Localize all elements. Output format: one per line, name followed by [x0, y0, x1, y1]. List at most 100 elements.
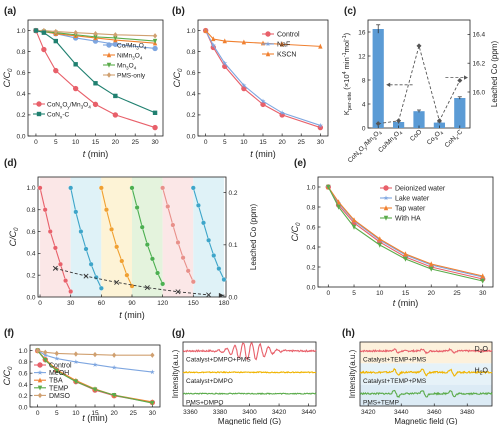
legend-label-part: x [60, 104, 63, 109]
x-axis-label-part: (min) [395, 298, 418, 308]
x-tick-label: 60 [98, 300, 106, 307]
bar [392, 122, 405, 128]
legend-label-part: Lake water [395, 196, 430, 203]
data-point [73, 379, 79, 385]
data-point [221, 277, 227, 282]
x-tick-label: 0 [36, 410, 40, 417]
data-point [119, 258, 125, 264]
legend-label-part: TBA [49, 378, 63, 385]
data-point [41, 46, 47, 53]
x-tick-label: 20 [111, 410, 119, 417]
x-tick-label: 5 [223, 139, 227, 146]
data-point [260, 98, 266, 104]
y-tick-label: 0.4 [186, 91, 195, 98]
esr-trace [182, 371, 317, 374]
data-point [73, 359, 79, 365]
y-tick-label: 0.2 [186, 112, 195, 119]
legend-label-part: 4 [134, 65, 137, 70]
y-tick-label: 1.0 [306, 184, 315, 191]
data-point [139, 224, 145, 230]
legend-label-part: DMSO [49, 393, 71, 400]
category-label-part: O [372, 130, 381, 139]
data-point [210, 42, 216, 48]
y-axis-label: Intensity(a.u.) [171, 349, 180, 398]
y-tick-label: 0.6 [26, 229, 35, 236]
category-label-part: Co [426, 135, 437, 146]
data-point [106, 52, 112, 58]
data-point [93, 34, 98, 40]
legend-label-part: O [139, 43, 144, 50]
data-point [190, 185, 196, 191]
x-tick-label: 150 [188, 300, 199, 307]
data-point [185, 268, 191, 274]
x-tick-label: 3400 [242, 409, 257, 416]
x-axis-label-part: t [83, 149, 86, 159]
trace-band [360, 384, 492, 406]
data-point [160, 185, 166, 191]
series-dmso [35, 347, 155, 358]
bar [413, 111, 425, 128]
data-point [175, 240, 181, 245]
data-point [33, 28, 39, 33]
data-point [63, 278, 69, 284]
legend-label-part: 3 [132, 55, 135, 60]
category-label-part: 4 [398, 130, 404, 136]
data-point [152, 45, 158, 52]
data-point [68, 185, 74, 191]
legend-label-part: 4 [88, 104, 91, 109]
data-point [78, 229, 84, 234]
data-point [160, 281, 166, 287]
data-point [152, 110, 158, 115]
data-point [43, 358, 48, 363]
data-point [180, 255, 186, 261]
series-kscn [203, 27, 323, 49]
x-tick-label: 3480 [460, 409, 475, 416]
trace-label: Catalyst+DMPO+PMS [186, 357, 251, 364]
y-axis-label-part: -1 [342, 52, 348, 57]
legend-label: Mn3O4 [117, 63, 137, 71]
esr-trace [182, 342, 317, 361]
legend-label: PMS-only [117, 73, 146, 80]
x-tick-label: 10 [72, 410, 80, 417]
leached-co-line [55, 267, 209, 296]
data-point [92, 101, 99, 108]
annotation-h2o-part: H [475, 367, 480, 374]
leached-co-point [206, 292, 212, 298]
data-point [222, 38, 227, 44]
data-point [201, 220, 206, 226]
panel-label: (f) [4, 328, 14, 339]
category-label-part: 4 [439, 130, 445, 136]
leached-co-point [114, 279, 120, 285]
category-label-part: 3 [434, 136, 440, 142]
x-tick-label: 5 [54, 139, 58, 146]
legend-label: Deionized water [395, 186, 446, 193]
y-axis-label: C/C0 [2, 366, 14, 386]
x-tick-label: 5 [352, 290, 356, 297]
y-axis-label-part: ) [342, 32, 351, 35]
category-label-part: 4 [378, 130, 384, 136]
y2-tick-label: 16.4 [473, 32, 486, 39]
data-point [106, 72, 112, 78]
x-axis-label: t (min) [119, 310, 145, 320]
data-point [98, 185, 104, 191]
legend-label-part: 3 [136, 45, 139, 50]
data-point [403, 256, 408, 262]
y-tick-label: 1.0 [18, 348, 27, 355]
data-point [114, 244, 120, 250]
trace-label: Catalyst+DMPO [186, 378, 233, 385]
legend-label: Control [49, 363, 72, 370]
cycle-6 [190, 185, 227, 282]
y2-axis-label: Leached Co (ppm) [490, 41, 499, 108]
y-tick-label: 0.2 [306, 264, 315, 271]
esr-trace [182, 392, 317, 395]
data-point [54, 368, 59, 374]
legend-label-part: 3 [126, 65, 129, 70]
legend-label-part: MeOH [49, 370, 69, 377]
data-point [111, 392, 117, 398]
legend-label: DMSO [49, 393, 71, 400]
y-tick-label: 0.0 [18, 404, 27, 411]
data-point [336, 204, 341, 210]
y-tick-label: 0 [362, 125, 366, 132]
data-point [112, 112, 119, 118]
